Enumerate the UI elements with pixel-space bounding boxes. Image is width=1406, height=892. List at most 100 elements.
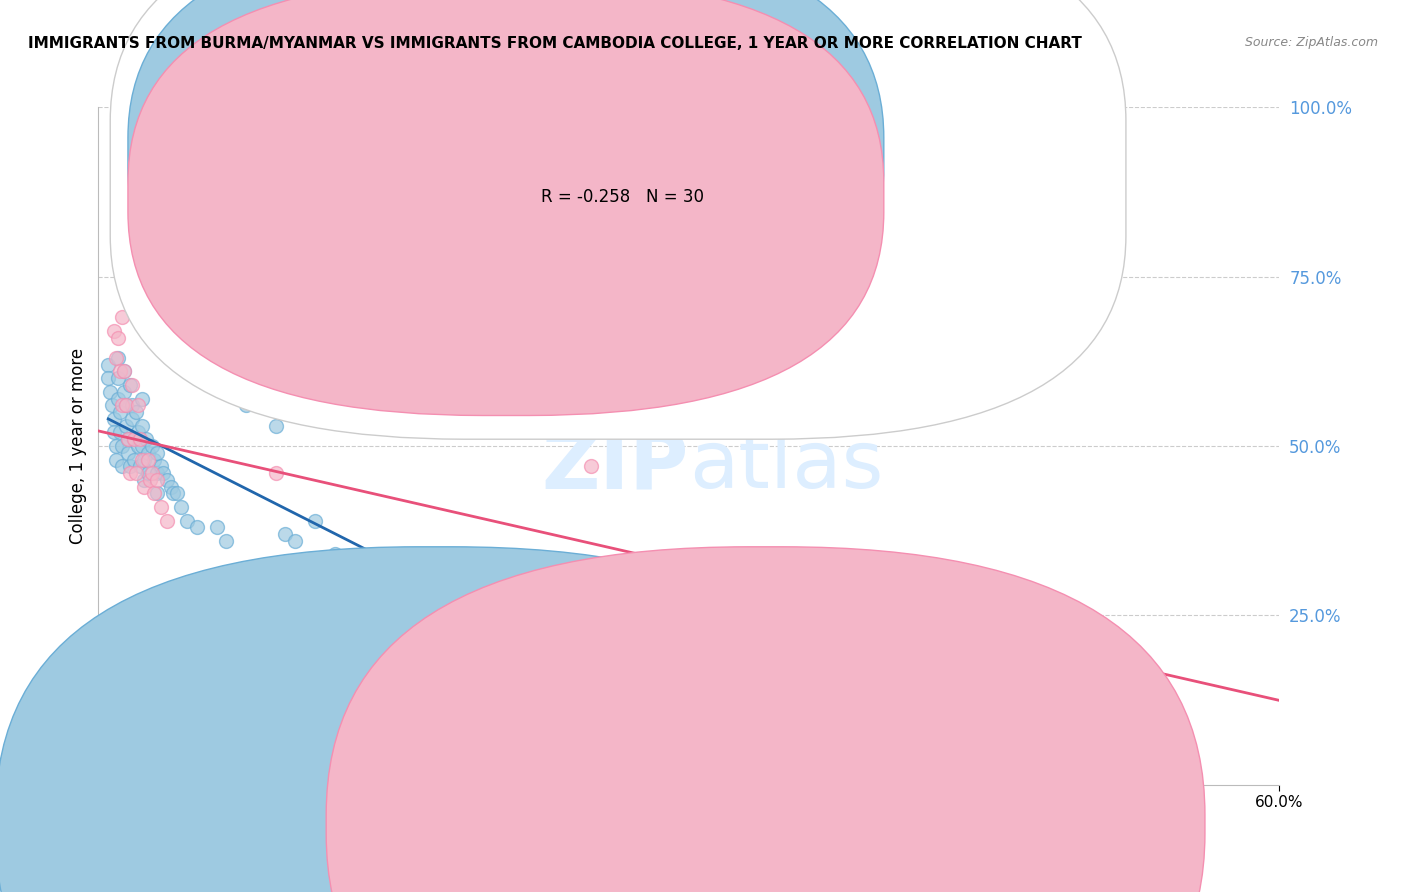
Point — [128, 459, 150, 474]
Point — [107, 330, 129, 344]
Point — [103, 412, 125, 426]
Point — [132, 480, 155, 494]
Point — [141, 439, 163, 453]
Point — [136, 466, 159, 480]
Point — [105, 439, 128, 453]
Point — [160, 480, 183, 494]
Point — [125, 405, 148, 419]
Text: Immigrants from Burma/Myanmar: Immigrants from Burma/Myanmar — [464, 817, 724, 831]
Point — [107, 351, 129, 365]
Point — [107, 371, 129, 385]
Point — [146, 473, 169, 487]
Point — [122, 432, 145, 446]
Point — [117, 432, 139, 446]
Point — [274, 527, 297, 541]
Point — [98, 384, 121, 399]
Point — [176, 635, 198, 649]
Point — [162, 622, 184, 636]
Point — [97, 371, 120, 385]
Point — [101, 398, 124, 412]
Text: IMMIGRANTS FROM BURMA/MYANMAR VS IMMIGRANTS FROM CAMBODIA COLLEGE, 1 YEAR OR MOR: IMMIGRANTS FROM BURMA/MYANMAR VS IMMIGRA… — [28, 36, 1083, 51]
FancyBboxPatch shape — [128, 0, 884, 371]
Point — [166, 194, 188, 209]
Point — [127, 439, 149, 453]
Point — [146, 446, 169, 460]
Point — [105, 452, 128, 467]
Point — [156, 514, 179, 528]
Point — [162, 310, 184, 325]
Point — [117, 446, 139, 460]
Point — [176, 514, 198, 528]
Text: ZIP: ZIP — [541, 427, 689, 506]
Point — [136, 446, 159, 460]
Text: atlas: atlas — [689, 427, 883, 506]
Point — [142, 486, 165, 500]
Point — [108, 364, 131, 378]
Point — [105, 351, 128, 365]
FancyBboxPatch shape — [128, 0, 884, 416]
Point — [131, 392, 153, 406]
Y-axis label: College, 1 year or more: College, 1 year or more — [69, 348, 87, 544]
Point — [122, 452, 145, 467]
Point — [138, 473, 160, 487]
Text: R = -0.258   N = 30: R = -0.258 N = 30 — [541, 188, 704, 206]
Point — [112, 384, 135, 399]
Point — [97, 358, 120, 372]
Point — [264, 466, 287, 480]
Point — [156, 473, 179, 487]
Point — [186, 635, 208, 649]
Point — [186, 520, 208, 534]
Point — [579, 459, 602, 474]
Point — [127, 425, 149, 440]
Point — [112, 364, 135, 378]
Point — [132, 452, 155, 467]
Text: Source: ZipAtlas.com: Source: ZipAtlas.com — [1244, 36, 1378, 49]
Point — [121, 398, 143, 412]
Point — [284, 533, 307, 548]
Point — [118, 378, 141, 392]
Point — [170, 500, 193, 514]
Point — [146, 466, 169, 480]
Point — [128, 432, 150, 446]
Point — [111, 439, 134, 453]
Point — [215, 533, 238, 548]
Point — [118, 466, 141, 480]
Point — [103, 425, 125, 440]
Point — [111, 398, 134, 412]
Point — [146, 486, 169, 500]
Point — [131, 418, 153, 433]
Point — [118, 459, 141, 474]
Point — [115, 418, 138, 433]
Point — [115, 398, 138, 412]
Point — [150, 459, 173, 474]
Point — [121, 412, 143, 426]
Point — [136, 452, 159, 467]
Point — [111, 459, 134, 474]
Point — [132, 473, 155, 487]
Point — [323, 548, 346, 562]
Point — [111, 310, 134, 325]
Point — [108, 425, 131, 440]
Point — [150, 500, 173, 514]
Point — [221, 243, 243, 257]
Point — [141, 466, 163, 480]
Point — [166, 486, 188, 500]
Text: Immigrants from Cambodia: Immigrants from Cambodia — [794, 817, 1005, 831]
Point — [103, 324, 125, 338]
Point — [304, 514, 326, 528]
Point — [122, 432, 145, 446]
Point — [131, 439, 153, 453]
Point — [382, 561, 405, 575]
Point — [125, 466, 148, 480]
FancyBboxPatch shape — [110, 0, 1126, 439]
Point — [152, 466, 174, 480]
Point — [162, 486, 184, 500]
Text: R = -0.368   N = 64: R = -0.368 N = 64 — [541, 144, 704, 161]
Point — [108, 405, 131, 419]
Point — [127, 398, 149, 412]
Point — [142, 452, 165, 467]
Point — [117, 432, 139, 446]
Point — [115, 398, 138, 412]
Point — [131, 452, 153, 467]
Point — [264, 418, 287, 433]
